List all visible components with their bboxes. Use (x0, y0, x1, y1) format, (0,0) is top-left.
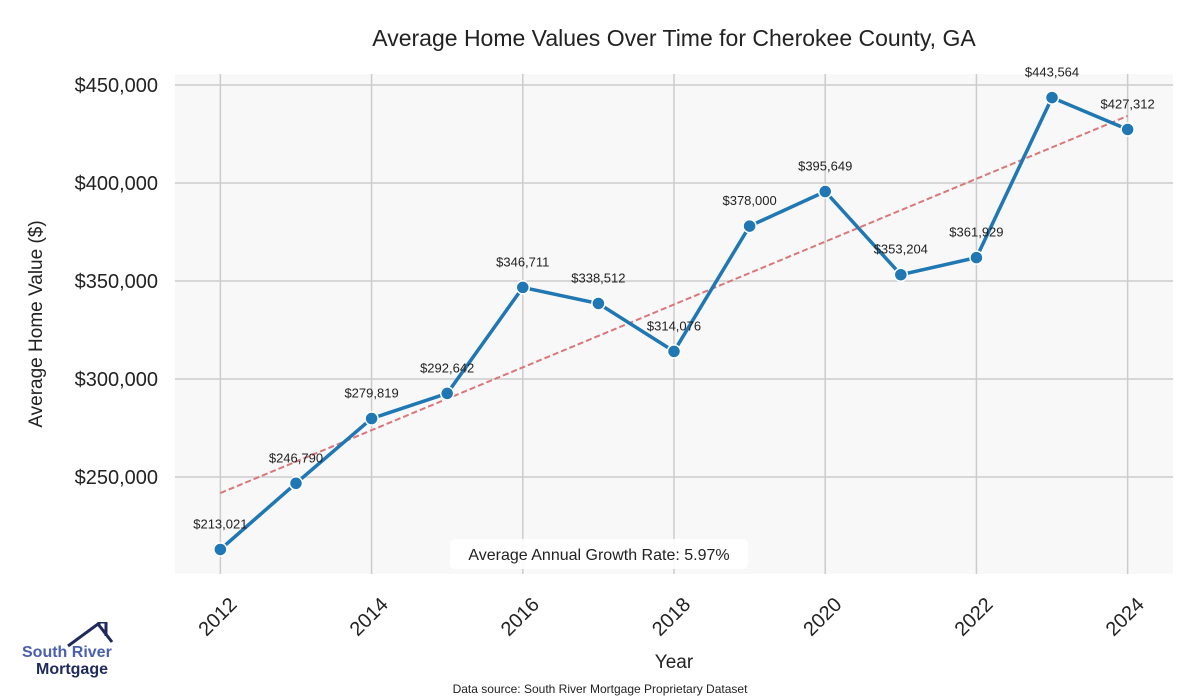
logo-text-south-river: South River (22, 644, 112, 661)
data-point (591, 296, 606, 311)
y-tick-label: $300,000 (75, 369, 158, 391)
house-logo-icon (67, 622, 114, 648)
data-point (666, 344, 682, 359)
data-label: $361,929 (949, 225, 1003, 240)
x-tick-label: 2024 (1102, 594, 1149, 641)
y-tick-label: $400,000 (75, 173, 158, 195)
trend-line (219, 115, 1129, 494)
data-point (439, 386, 455, 401)
data-source: Data source: South River Mortgage Propri… (453, 682, 748, 696)
growth-rate-annotation: Average Annual Growth Rate: 5.97% (468, 547, 729, 564)
chart-title: Average Home Values Over Time for Cherok… (372, 25, 976, 51)
data-point (364, 411, 379, 426)
data-point (515, 280, 531, 295)
data-label: $292,642 (420, 360, 474, 375)
data-label: $314,076 (647, 318, 701, 333)
data-label: $279,819 (344, 386, 398, 401)
data-label: $353,204 (874, 242, 928, 257)
logo-text-mortgage: Mortgage (36, 661, 108, 678)
data-point (288, 476, 304, 491)
data-label: $378,000 (722, 193, 776, 208)
data-label: $246,790 (269, 450, 323, 465)
data-label: $213,021 (193, 516, 247, 531)
x-tick-label: 2020 (799, 594, 846, 641)
data-point (1120, 122, 1135, 137)
annotation-box (450, 539, 748, 569)
data-point (969, 250, 984, 265)
x-axis-label: Year (655, 652, 694, 673)
y-axis-label: Average Home Value ($) (26, 220, 47, 427)
data-label: $395,649 (798, 159, 852, 174)
data-label: $427,312 (1101, 96, 1155, 111)
x-tick-label: 2022 (951, 594, 998, 641)
data-point (893, 267, 909, 282)
y-tick-label: $350,000 (75, 271, 158, 293)
y-tick-label: $450,000 (75, 75, 158, 97)
data-point (1044, 90, 1060, 105)
data-label: $338,512 (571, 270, 625, 285)
x-tick-label: 2014 (346, 594, 393, 641)
x-tick-label: 2012 (194, 594, 241, 641)
data-point (817, 184, 833, 199)
data-point (742, 218, 757, 234)
x-tick-label: 2018 (648, 594, 695, 641)
x-tick-label: 2016 (497, 594, 544, 641)
y-tick-label: $250,000 (75, 467, 158, 489)
data-label: $443,564 (1025, 65, 1079, 80)
data-point (213, 542, 228, 557)
data-label: $346,711 (496, 254, 549, 269)
